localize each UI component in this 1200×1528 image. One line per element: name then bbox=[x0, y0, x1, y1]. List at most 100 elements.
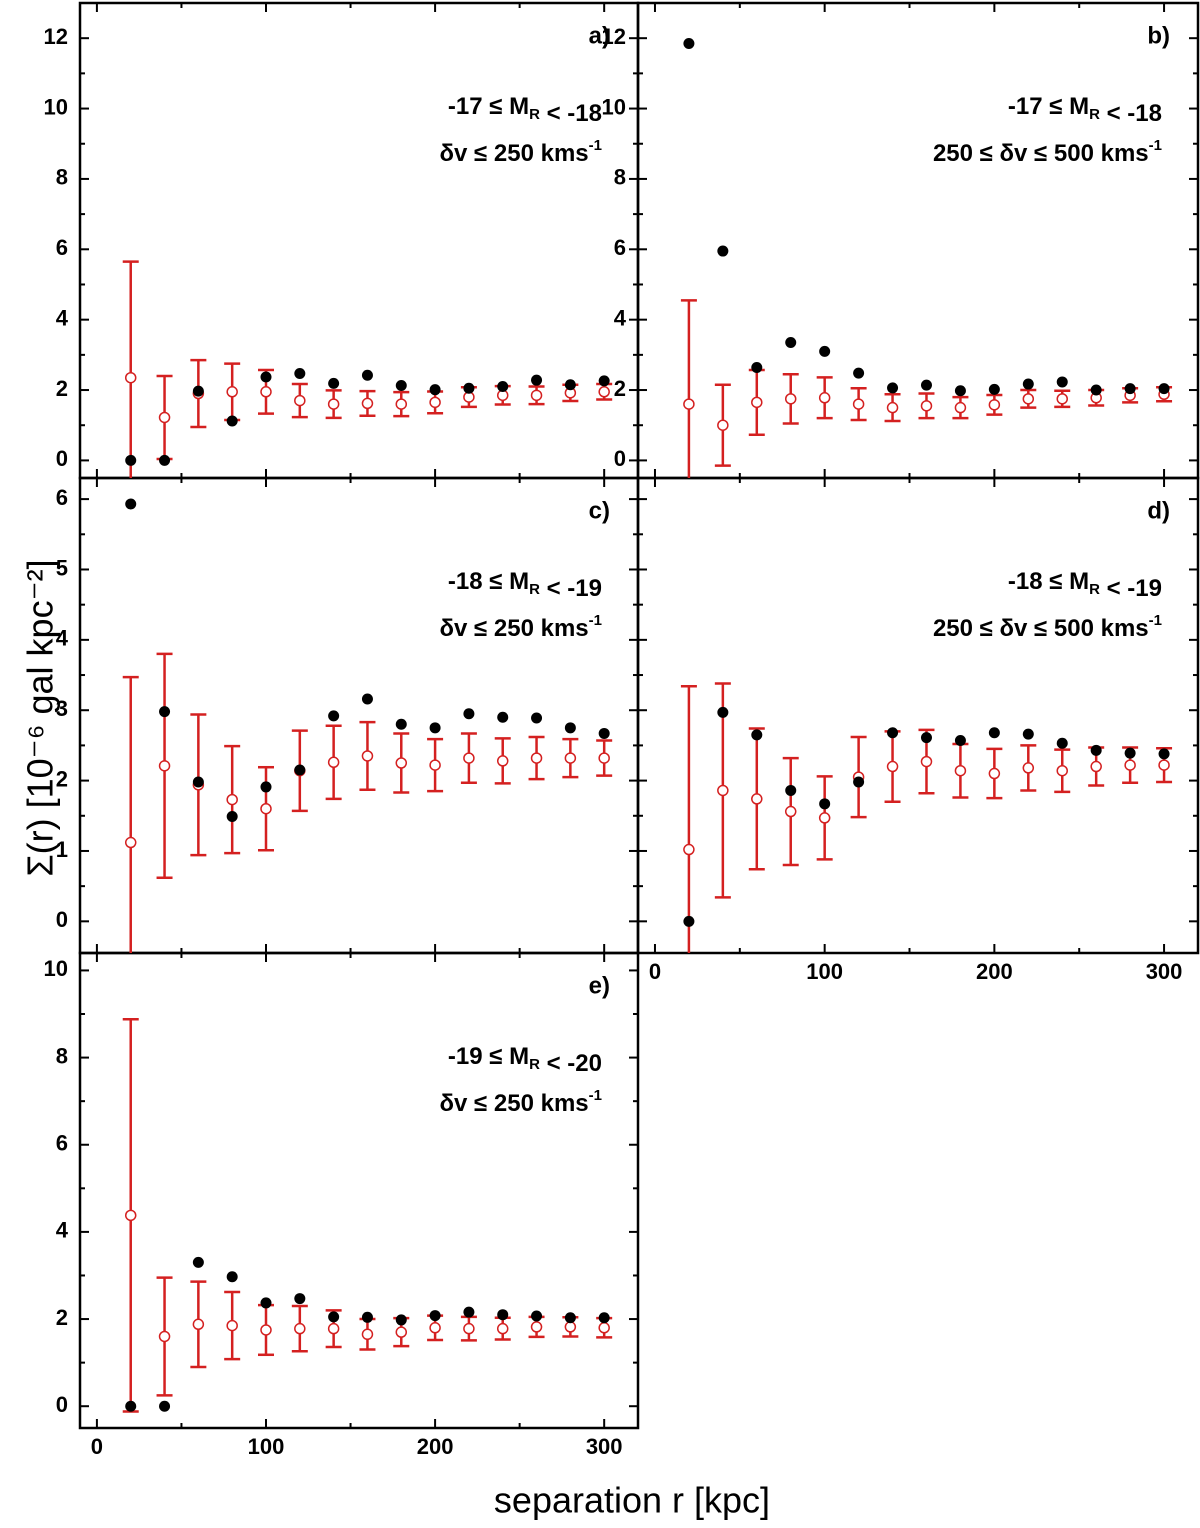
observed-point bbox=[125, 454, 137, 466]
observed-point bbox=[328, 1311, 340, 1323]
random-mean-point bbox=[852, 398, 865, 410]
observed-point bbox=[192, 385, 204, 397]
x-tick-label: 200 bbox=[976, 959, 1013, 984]
observed-point bbox=[159, 706, 171, 718]
y-tick-label: 8 bbox=[614, 165, 626, 190]
x-tick-label: 200 bbox=[417, 1434, 454, 1459]
random-mean-point bbox=[818, 812, 831, 824]
observed-point bbox=[361, 369, 373, 381]
x-tick-label: 0 bbox=[91, 1434, 103, 1459]
random-mean-point bbox=[158, 1330, 171, 1343]
y-tick-label: 0 bbox=[614, 446, 626, 471]
panel-d-labels: d) -18 ≤ MR < -19 250 ≤ δv ≤ 500 kms-1 bbox=[933, 497, 1170, 642]
observed-point bbox=[463, 1306, 475, 1318]
random-mean-point bbox=[496, 755, 509, 767]
observed-point bbox=[159, 1400, 171, 1412]
random-mean-point bbox=[226, 1319, 238, 1332]
observed-point bbox=[328, 710, 340, 722]
y-tick-label: 2 bbox=[614, 376, 626, 401]
observed-point bbox=[564, 379, 576, 391]
panel-d: 0 100 200 300 bbox=[636, 476, 1200, 984]
observed-point bbox=[531, 1310, 543, 1322]
observed-point bbox=[361, 1311, 373, 1323]
random-mean-point bbox=[683, 843, 695, 856]
panel-a-labels: a) -17 ≤ MR < -18 δv ≤ 250 kms-1 bbox=[439, 22, 610, 167]
y-tick-label: 1 bbox=[56, 837, 68, 862]
magnitude-range: -18 ≤ MR < -19 bbox=[448, 568, 602, 602]
observed-point bbox=[988, 727, 1000, 739]
observed-point bbox=[294, 1293, 306, 1305]
observed-point bbox=[159, 454, 171, 466]
random-mean-point bbox=[361, 1328, 374, 1341]
random-mean-point bbox=[954, 764, 967, 777]
observed-point bbox=[1090, 384, 1102, 396]
y-tick-label: 10 bbox=[44, 956, 68, 981]
observed-point bbox=[564, 722, 576, 734]
observed-point bbox=[683, 37, 695, 49]
observed-point bbox=[395, 1314, 407, 1326]
observed-point bbox=[564, 1312, 576, 1324]
data-marks bbox=[122, 37, 1173, 1413]
observed-point bbox=[598, 375, 610, 387]
observed-point bbox=[1056, 737, 1068, 749]
panel-c-marks bbox=[122, 498, 613, 953]
velocity-range: 250 ≤ δv ≤ 500 kms-1 bbox=[933, 612, 1162, 642]
observed-point bbox=[819, 345, 831, 357]
observed-point bbox=[531, 712, 543, 724]
random-mean-point bbox=[327, 1322, 340, 1335]
annotations: a) -17 ≤ MR < -18 δv ≤ 250 kms-1 b) -17 ≤ MR… bbox=[439, 22, 1170, 1117]
random-mean-point bbox=[598, 1322, 610, 1334]
observed-point bbox=[785, 784, 797, 796]
observed-point bbox=[260, 1297, 272, 1309]
y-tick-label: 4 bbox=[56, 305, 69, 330]
random-mean-point bbox=[158, 411, 171, 424]
observed-point bbox=[751, 362, 763, 374]
magnitude-range: -19 ≤ MR < -20 bbox=[448, 1043, 602, 1077]
random-mean-point bbox=[158, 760, 171, 772]
random-mean-point bbox=[1022, 393, 1035, 405]
random-mean-point bbox=[886, 760, 899, 773]
observed-point bbox=[463, 382, 475, 394]
random-mean-point bbox=[294, 1322, 306, 1335]
observed-point bbox=[988, 383, 1000, 395]
random-mean-point bbox=[717, 784, 729, 797]
observed-point bbox=[395, 718, 407, 730]
random-mean-point bbox=[463, 1322, 475, 1335]
random-mean-point bbox=[1022, 762, 1035, 774]
random-mean-point bbox=[717, 419, 729, 431]
y-tick-label: 4 bbox=[56, 626, 69, 651]
y-tick-label: 2 bbox=[56, 766, 68, 791]
random-mean-point bbox=[395, 1326, 408, 1338]
observed-point bbox=[751, 729, 763, 741]
observed-point bbox=[954, 385, 966, 397]
random-mean-point bbox=[463, 752, 475, 764]
observed-point bbox=[226, 1271, 238, 1283]
random-mean-point bbox=[429, 396, 441, 409]
random-mean-point bbox=[361, 397, 374, 410]
random-mean-point bbox=[784, 805, 797, 818]
random-mean-point bbox=[988, 399, 1001, 411]
random-mean-point bbox=[1158, 759, 1170, 771]
magnitude-range: -17 ≤ MR < -18 bbox=[448, 93, 602, 127]
random-mean-point bbox=[429, 1322, 441, 1334]
observed-point bbox=[1158, 748, 1170, 760]
y-tick-label: 6 bbox=[56, 485, 68, 510]
x-tick-label: 0 bbox=[649, 959, 661, 984]
panel-label: c) bbox=[589, 497, 610, 524]
panel-a: 0 2 4 6 8 10 12 bbox=[44, 1, 640, 480]
observed-point bbox=[1124, 747, 1136, 759]
random-mean-point bbox=[530, 752, 543, 764]
random-mean-point bbox=[124, 1209, 137, 1222]
x-tick-label: 100 bbox=[806, 959, 843, 984]
y-tick-label: 10 bbox=[44, 94, 68, 119]
random-mean-point bbox=[564, 1321, 577, 1333]
y-tick-label: 4 bbox=[56, 1218, 69, 1243]
random-mean-point bbox=[1090, 760, 1102, 773]
observed-point bbox=[920, 379, 932, 391]
y-tick-label: 12 bbox=[44, 24, 68, 49]
observed-point bbox=[497, 381, 509, 393]
y-tick-label: 6 bbox=[56, 1131, 68, 1156]
random-mean-point bbox=[327, 398, 340, 410]
random-mean-point bbox=[920, 400, 933, 412]
